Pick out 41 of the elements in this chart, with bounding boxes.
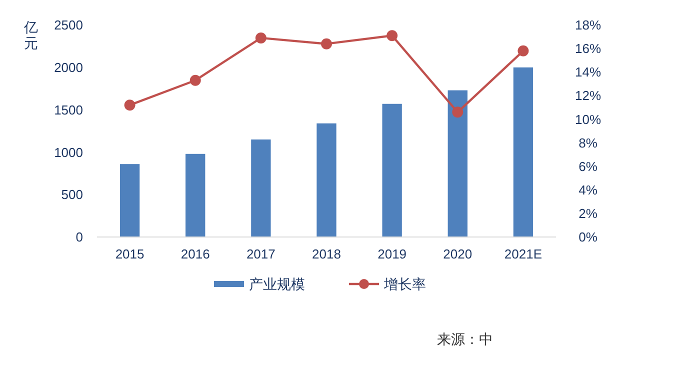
y-axis-title: 亿元 <box>23 19 38 51</box>
y-tick-label: 1500 <box>54 102 83 118</box>
point <box>255 32 266 44</box>
point <box>124 100 136 111</box>
y-tick-label: 1000 <box>54 144 83 160</box>
y2-tick-label: 4% <box>578 182 598 198</box>
x-tick-label: 2020 <box>443 246 472 262</box>
x-tick-label: 2017 <box>246 246 276 262</box>
y2-tick-label: 16% <box>574 41 602 56</box>
bar <box>251 139 271 237</box>
legend-label: 产业规模 <box>249 276 305 292</box>
x-tick-label: 2015 <box>115 246 144 262</box>
y2-tick-label: 2% <box>578 206 598 221</box>
y-tick-label: 2000 <box>54 60 83 75</box>
point <box>321 38 332 50</box>
y2-tick-label: 8% <box>578 135 598 150</box>
x-tick-label: 2021E <box>504 246 542 262</box>
y-tick-label: 2500 <box>54 18 83 33</box>
y-tick-label: 0 <box>76 230 83 245</box>
bar <box>382 104 402 237</box>
source-note: 来源：中 <box>437 330 493 347</box>
y-tick-label: 500 <box>61 187 83 202</box>
y2-tick-label: 0% <box>578 230 598 245</box>
point <box>452 106 464 118</box>
y2-tick-label: 10% <box>574 112 602 127</box>
x-tick-label: 2018 <box>312 246 341 262</box>
point <box>386 30 398 42</box>
y2-tick-label: 12% <box>574 88 602 104</box>
bar <box>513 67 534 237</box>
y2-tick-label: 18% <box>574 18 602 33</box>
x-tick-label: 2016 <box>180 246 210 262</box>
bar <box>120 164 140 237</box>
bar <box>448 90 468 237</box>
bar <box>186 154 206 237</box>
point <box>518 45 529 56</box>
y2-tick-label: 6% <box>578 158 598 174</box>
y2-tick-label: 14% <box>574 64 602 80</box>
bar <box>316 123 336 237</box>
legend-label: 增长率 <box>383 276 426 292</box>
point <box>190 74 201 86</box>
x-tick-label: 2019 <box>378 246 407 262</box>
